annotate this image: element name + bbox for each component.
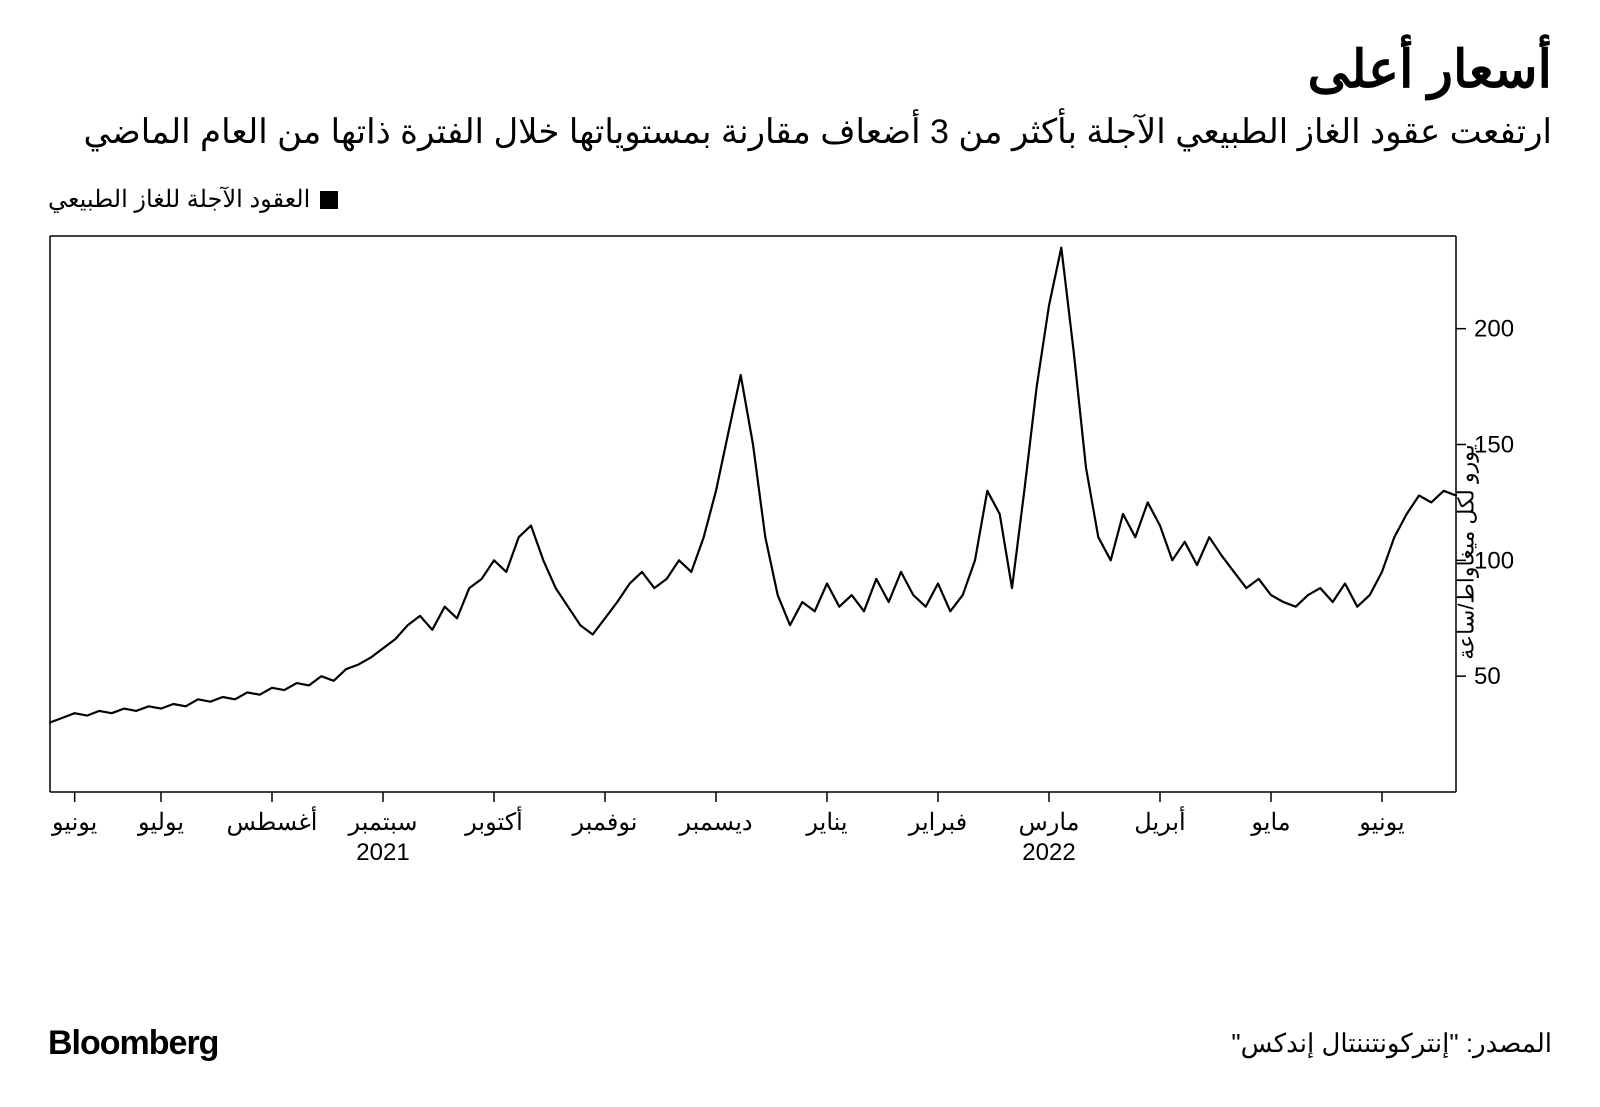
x-tick-label: أكتوبر [464, 805, 523, 836]
series-line [50, 248, 1456, 723]
y-tick-label: 150 [1474, 432, 1514, 459]
x-tick-label: مايو [1250, 809, 1290, 836]
y-tick-label: 50 [1474, 663, 1501, 690]
x-tick-label: فبراير [908, 809, 968, 836]
x-tick-label: أغسطس [227, 805, 318, 836]
x-tick-label: نوفمبر [572, 809, 638, 836]
legend-swatch [320, 191, 338, 209]
y-tick-label: 100 [1474, 548, 1514, 575]
x-tick-label: مارس [1018, 809, 1079, 836]
legend: العقود الآجلة للغاز الطبيعي [48, 185, 1552, 214]
chart-svg: 50 100 150 200 يونيو يوليو أغسطس سبتمبر 2021 أكتو… [48, 232, 1552, 872]
x-tick-label: يناير [805, 809, 847, 836]
legend-label: العقود الآجلة للغاز الطبيعي [48, 185, 310, 214]
chart-container: أسعار أعلى ارتفعت عقود الغاز الطبيعي الآ… [0, 0, 1600, 1107]
x-tick-label: سبتمبر [348, 809, 418, 836]
y-axis-title: يورو لكل ميغاواط/ساعة [1453, 445, 1479, 660]
chart-subtitle: ارتفعت عقود الغاز الطبيعي الآجلة بأكثر م… [48, 108, 1552, 157]
x-tick-label: يونيو [1358, 809, 1404, 836]
brand-label: Bloomberg [48, 1024, 218, 1063]
x-tick-label: يونيو [51, 809, 97, 836]
footer: Bloomberg المصدر: "إنتركونتننتال إندكس" [48, 1024, 1552, 1063]
x-tick-year: 2022 [1022, 839, 1075, 866]
x-tick-year: 2021 [356, 839, 409, 866]
x-tick-label: ديسمبر [678, 809, 752, 836]
chart-area: 50 100 150 200 يونيو يوليو أغسطس سبتمبر 2021 أكتو… [48, 232, 1552, 872]
x-tick-label: أبريل [1134, 805, 1185, 836]
y-tick-label: 200 [1474, 316, 1514, 343]
source-label: المصدر: "إنتركونتننتال إندكس" [1231, 1028, 1552, 1059]
x-tick-label: يوليو [137, 809, 184, 836]
chart-title: أسعار أعلى [48, 40, 1552, 100]
